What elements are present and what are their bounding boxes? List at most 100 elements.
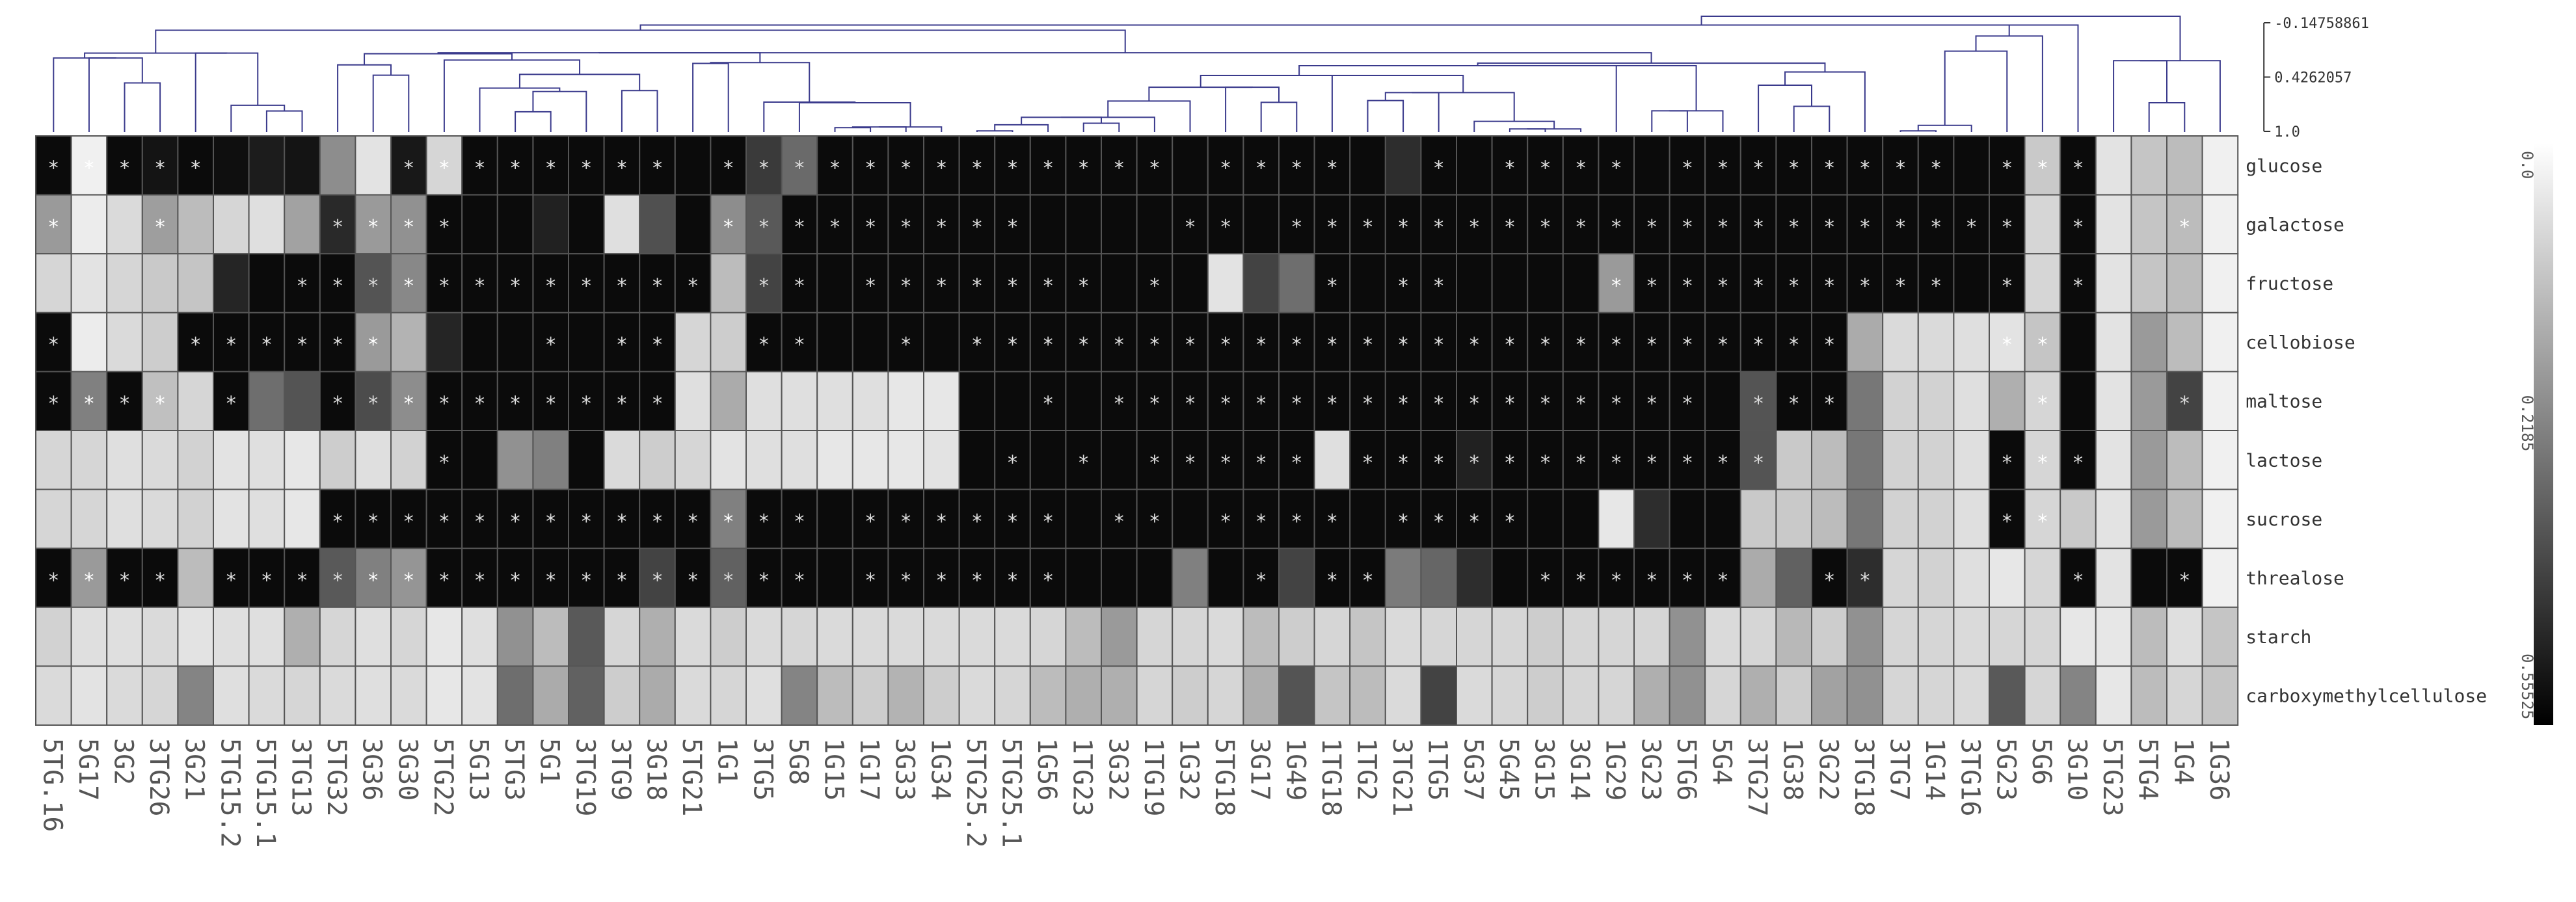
significance-mark: *	[1006, 275, 1018, 298]
significance-mark: *	[438, 216, 450, 239]
significance-mark: *	[1149, 334, 1161, 356]
heatmap-cell	[1136, 665, 1174, 726]
heatmap-cell	[923, 253, 960, 313]
heatmap-cell	[1491, 606, 1529, 667]
heatmap-cell	[1739, 606, 1777, 667]
significance-mark: *	[971, 216, 983, 239]
dendrogram-branch	[532, 90, 587, 132]
significance-mark: *	[2037, 393, 2048, 416]
heatmap-cell	[1704, 606, 1741, 667]
heatmap-cell	[994, 312, 1031, 373]
heatmap-cell	[674, 606, 712, 667]
significance-mark: *	[1894, 216, 1906, 239]
row-label: sucrose	[2246, 509, 2322, 530]
heatmap-cell	[2095, 194, 2132, 255]
significance-mark: *	[1611, 275, 1622, 298]
heatmap-cell	[1207, 548, 1244, 608]
heatmap-cell	[1491, 135, 1529, 196]
significance-mark: *	[438, 570, 450, 592]
significance-mark: *	[2037, 451, 2048, 474]
significance-mark: *	[154, 157, 166, 179]
heatmap-cell	[248, 665, 286, 726]
heatmap-cell	[1882, 665, 1919, 726]
significance-mark: *	[1752, 157, 1764, 179]
significance-mark: *	[1717, 451, 1728, 474]
heatmap-cell	[1420, 665, 1457, 726]
heatmap-cell	[603, 665, 641, 726]
heatmap-cell	[674, 665, 712, 726]
significance-mark: *	[332, 275, 343, 298]
column-label: 5TG25.2	[961, 738, 991, 848]
heatmap-cell	[106, 253, 143, 313]
column-label: 1G38	[1778, 738, 1808, 801]
dendrogram-branch	[1200, 75, 1398, 88]
heatmap-cell	[1278, 312, 1315, 373]
heatmap-cell	[958, 371, 996, 432]
heatmap-cell	[1242, 253, 1280, 313]
significance-mark: *	[83, 393, 95, 416]
heatmap-cell	[887, 312, 925, 373]
heatmap-cell	[284, 312, 321, 373]
heatmap-cell	[1562, 665, 1600, 726]
heatmap-cell	[1313, 194, 1351, 255]
significance-mark: *	[403, 393, 414, 416]
heatmap-cell	[2024, 606, 2061, 667]
heatmap-cell	[70, 371, 108, 432]
heatmap-cell	[781, 488, 818, 550]
heatmap-cell	[1562, 194, 1600, 255]
heatmap-cell	[603, 548, 641, 608]
significance-mark: *	[2037, 511, 2048, 533]
heatmap-cell	[35, 430, 72, 490]
heatmap-cell	[177, 488, 214, 550]
heatmap-cell	[1917, 606, 1955, 667]
dendrogram-branch	[1260, 101, 1298, 132]
heatmap-cell	[319, 253, 356, 313]
dendrogram-branch	[195, 52, 259, 132]
column-label: 5TG32	[321, 738, 351, 816]
heatmap-cell	[816, 665, 853, 726]
significance-mark: *	[474, 275, 485, 298]
heatmap-cell	[852, 253, 889, 313]
heatmap-cell	[425, 194, 463, 255]
significance-mark: *	[616, 334, 628, 356]
significance-mark: *	[47, 570, 59, 592]
column-label: 1G4	[2168, 738, 2198, 785]
significance-mark: *	[1788, 393, 1800, 416]
heatmap-cell	[1420, 194, 1457, 255]
colorbar-gradient	[2534, 143, 2553, 725]
heatmap-cell	[141, 488, 179, 550]
heatmap-cell	[1739, 488, 1777, 550]
heatmap-cell	[923, 430, 960, 490]
heatmap-cell	[923, 135, 960, 196]
column-label: 3TG16	[1955, 738, 1985, 816]
heatmap-cell	[390, 430, 427, 490]
heatmap-cell	[177, 430, 214, 490]
heatmap-cell	[852, 430, 889, 490]
heatmap-cell	[2130, 253, 2167, 313]
heatmap-cell	[1917, 430, 1955, 490]
heatmap-cell	[1846, 430, 1884, 490]
significance-mark: *	[1504, 334, 1516, 356]
heatmap-cell	[106, 371, 143, 432]
significance-mark: *	[1717, 216, 1728, 239]
significance-mark: *	[1930, 216, 1942, 239]
significance-mark: *	[1362, 393, 1373, 416]
significance-mark: *	[900, 275, 912, 298]
significance-mark: *	[1255, 511, 1267, 533]
significance-mark: *	[1220, 216, 1231, 239]
heatmap-cell	[1349, 606, 1386, 667]
heatmap-cell	[1917, 371, 1955, 432]
column-label: 5TG22	[428, 738, 458, 816]
heatmap-cell	[496, 606, 534, 667]
significance-mark: *	[368, 570, 379, 592]
heatmap-cell	[70, 135, 108, 196]
heatmap-cell	[1527, 606, 1564, 667]
significance-mark: *	[687, 511, 699, 533]
column-label: 1G29	[1600, 738, 1630, 801]
dendrogram-branch	[710, 62, 811, 102]
significance-mark: *	[2072, 216, 2084, 239]
column-label: 3TG26	[144, 738, 174, 816]
heatmap-cell	[852, 606, 889, 667]
heatmap-cell	[248, 312, 286, 373]
column-label: 3G22	[1813, 738, 1843, 801]
